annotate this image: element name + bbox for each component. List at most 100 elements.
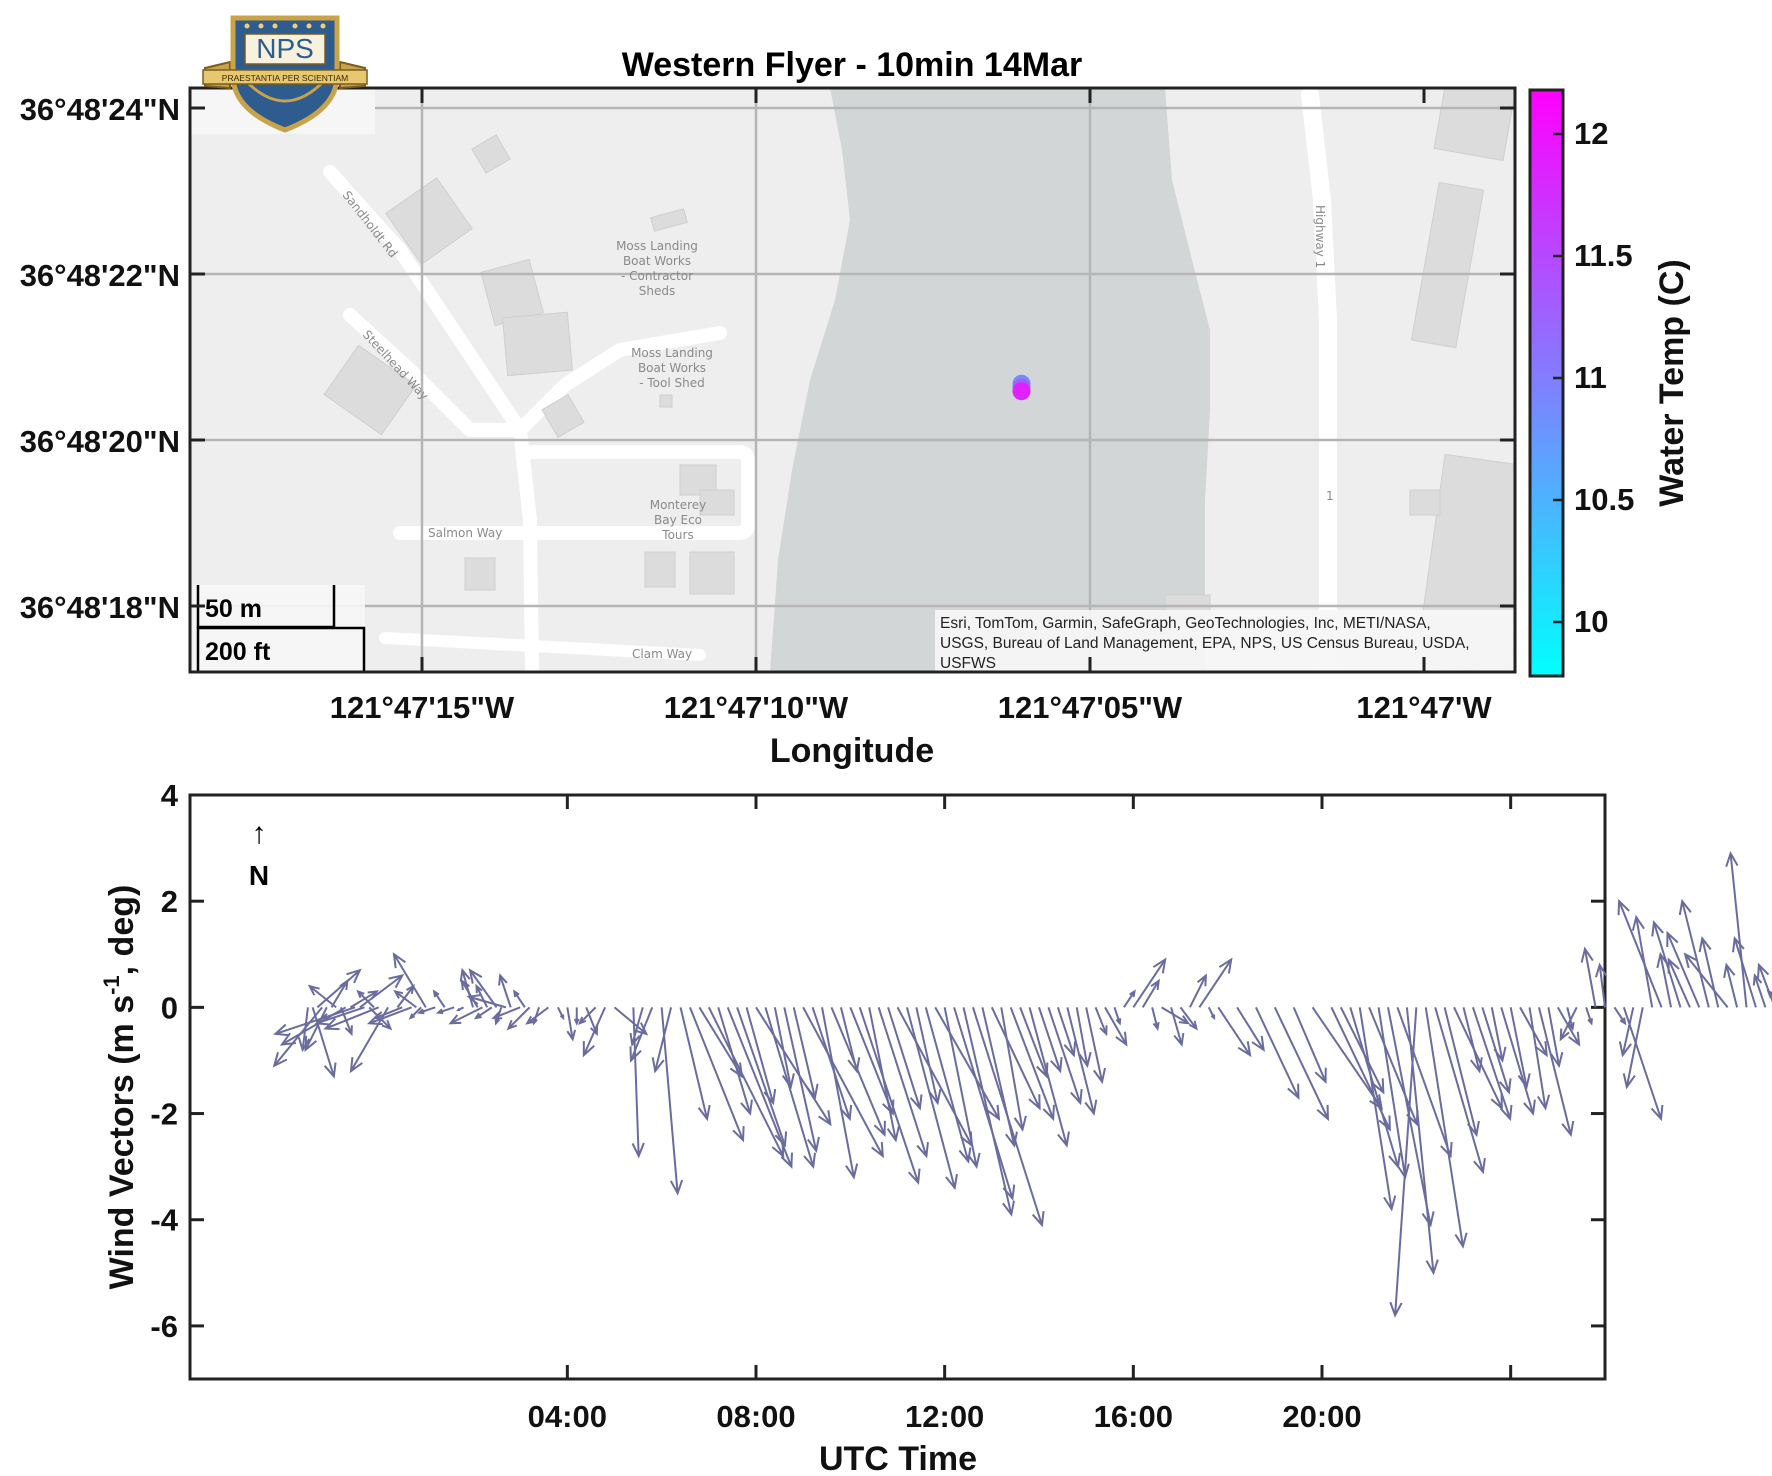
wind-vector [1424, 1007, 1468, 1249]
wind-vector [330, 978, 349, 1008]
wind-ticks [190, 793, 1605, 1379]
building [541, 393, 585, 439]
wind-vector [314, 1006, 365, 1026]
colorbar-tick-label: 10.5 [1574, 482, 1634, 517]
wind-vector [466, 994, 507, 1009]
building [699, 489, 735, 516]
wind-vector [1766, 989, 1772, 999]
wind-vector [1075, 1007, 1092, 1069]
wind-vector [1358, 1007, 1397, 1212]
wind-vector [557, 1006, 565, 1021]
label-highway: Highway 1 [1313, 205, 1327, 268]
wind-vector [755, 1006, 832, 1127]
label-line: Boat Works [638, 361, 706, 375]
wind-vector [1000, 1007, 1027, 1132]
wind-vector [1566, 1007, 1575, 1031]
colorbar-tick-label: 10 [1574, 604, 1608, 639]
building [1410, 181, 1485, 349]
wind-x-tick-label: 16:00 [1094, 1399, 1173, 1434]
nps-logo: NPS PRAESTANTIA PER SCIENTIAM [202, 15, 368, 133]
wind-vector [1594, 962, 1608, 1008]
star [306, 23, 312, 29]
label-line: Tours [661, 528, 693, 542]
map-attribution: Esri, TomTom, Garmin, SafeGraph, GeoTech… [935, 610, 1515, 672]
wind-vector [1490, 1007, 1507, 1063]
wind-vector [1405, 1007, 1439, 1276]
track-point [1012, 382, 1031, 401]
wind-vector [1292, 1006, 1327, 1084]
wind-y-tick-label: -2 [150, 1097, 178, 1132]
north-label: N [249, 860, 269, 891]
wind-vector [1462, 1007, 1483, 1074]
wind-vector [1617, 898, 1663, 1008]
wind-vector [506, 1006, 531, 1031]
colorbar-tick-label: 11.5 [1574, 238, 1633, 273]
wind-vector [456, 1006, 465, 1012]
lat-tick-label: 36°48'24"N [20, 92, 180, 127]
wind-xlabel: UTC Time [819, 1440, 977, 1476]
wind-vector [1056, 1007, 1077, 1058]
wind-vector [1471, 1007, 1513, 1122]
north-arrow-icon: ↑ [252, 817, 267, 850]
building [1433, 88, 1515, 162]
building [385, 177, 473, 265]
wind-vector [1547, 1007, 1564, 1069]
wind-vector [915, 1007, 942, 1106]
building [659, 394, 673, 408]
star [244, 23, 250, 29]
wind-vector [868, 1007, 900, 1143]
label-salmon: Salmon Way [428, 526, 502, 540]
star [320, 23, 326, 29]
colorbar-tick-label: 12 [1574, 116, 1608, 151]
wind-plot-area [188, 793, 1607, 1381]
wind-y-tick-label: -4 [150, 1203, 178, 1238]
lat-tick-label: 36°48'20"N [20, 424, 180, 459]
wind-vector [272, 1006, 323, 1068]
wind-vector [1537, 1007, 1575, 1138]
wind-vector [1443, 1007, 1480, 1138]
road-salmon [393, 445, 755, 540]
wind-y-tick-label: 2 [161, 884, 178, 919]
wind-vector [905, 1007, 958, 1191]
wind-vector [498, 973, 512, 1008]
wind-vector [717, 1007, 753, 1116]
wind-vector [1009, 1007, 1055, 1122]
wind-vector [473, 1006, 493, 1020]
wind-vector [1500, 1007, 1536, 1116]
wind-vector [858, 1007, 921, 1185]
wind-vectors [272, 850, 1772, 1318]
label-eco-tours: Monterey Bay Eco Tours [650, 498, 707, 542]
wind-vector [1113, 1007, 1122, 1026]
wind-vector [629, 1006, 654, 1063]
wind-vector [849, 1006, 895, 1116]
star [292, 23, 298, 29]
scale-bar-imperial-line [196, 626, 366, 672]
wind-vector [311, 1007, 337, 1079]
wind-vector [1698, 935, 1720, 1008]
wind-vector [764, 1007, 817, 1169]
wind-ylabel-sup: -1 [99, 975, 124, 995]
lon-tick-label: 121°47'W [1356, 690, 1492, 725]
label-line: Bay Eco [654, 513, 702, 527]
wind-vector [1170, 1007, 1185, 1047]
wind-vector [1666, 930, 1701, 1008]
wind-vector [1132, 957, 1167, 1008]
wind-vector [566, 1007, 577, 1042]
wind-vector [830, 1006, 886, 1138]
wind-vector [356, 989, 375, 1009]
wind-vector [1047, 1007, 1083, 1106]
wind-vector [435, 1006, 455, 1015]
wind-vector [745, 1007, 777, 1106]
wind-vector [468, 968, 498, 1008]
wind-vector [1217, 1006, 1252, 1058]
map-gridlines [190, 88, 1515, 672]
road-sandholdt [323, 165, 527, 437]
wind-vector [1207, 1006, 1216, 1021]
logo-banner [202, 69, 368, 85]
wind-vector [1141, 978, 1160, 1008]
wind-vector [1198, 957, 1233, 1008]
wind-vector [491, 1006, 521, 1020]
wind-vector [1094, 1006, 1108, 1037]
wind-vector [1678, 898, 1710, 1008]
wind-vector [1752, 973, 1767, 1008]
